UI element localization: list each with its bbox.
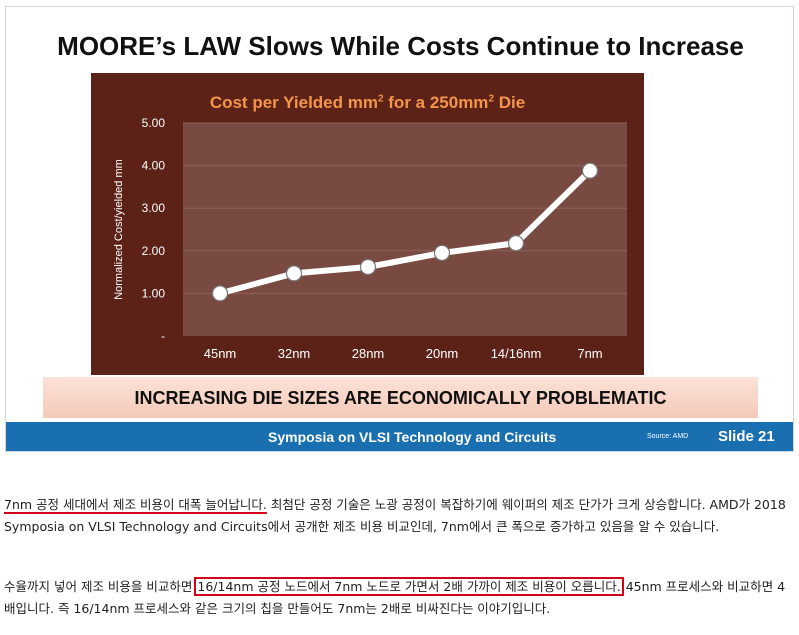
slide-footer: Symposia on VLSI Technology and Circuits…	[6, 422, 793, 451]
y-axis-label: Normalized Cost/yielded mm	[113, 159, 125, 300]
y-tick-label: 3.00	[142, 201, 166, 215]
plot-area	[183, 123, 627, 336]
article-paragraph-2: 수율까지 넣어 제조 비용을 비교하면 16/14nm 공정 노드에서 7nm …	[4, 576, 792, 620]
slide-title: MOORE’s LAW Slows While Costs Continue t…	[57, 31, 744, 61]
x-tick-label: 28nm	[352, 346, 385, 361]
y-tick-label: -	[161, 329, 165, 343]
data-point	[507, 235, 525, 252]
x-tick-label: 20nm	[426, 346, 459, 361]
slide-number: Slide 21	[718, 428, 775, 445]
data-point	[211, 285, 229, 302]
cost-line-chart: - 1.00 2.00 3.00 4.00 5.00 45nm 32nm 28nm 20nm 14/…	[113, 116, 627, 361]
banner-text: INCREASING DIE SIZES ARE ECONOMICALLY PR…	[134, 388, 667, 408]
y-tick-label: 1.00	[142, 286, 166, 300]
x-tick-label: 7nm	[577, 346, 602, 361]
data-point	[285, 265, 303, 282]
article-paragraph-1: 7nm 공정 세대에서 제조 비용이 대폭 늘어납니다. 최첨단 공정 기술은 …	[4, 494, 792, 538]
y-tick-label: 4.00	[142, 159, 166, 173]
presentation-slide: MOORE’s LAW Slows While Costs Continue t…	[5, 6, 794, 452]
paragraph-text: 45nm 프로세스와 비교하면 4배입니다. 즉 16/14nm 프로세스와 같…	[4, 579, 786, 616]
x-tick-label: 14/16nm	[491, 346, 542, 361]
source-note: Source: AMD	[647, 433, 689, 440]
y-tick-label: 2.00	[142, 244, 166, 258]
data-point	[433, 244, 451, 262]
series-line	[217, 167, 593, 297]
y-tick-label: 5.00	[142, 116, 166, 130]
x-tick-label: 32nm	[278, 346, 311, 361]
conclusion-banner: INCREASING DIE SIZES ARE ECONOMICALLY PR…	[43, 377, 758, 418]
conference-name: Symposia on VLSI Technology and Circuits	[268, 429, 557, 445]
highlighted-sentence: 7nm 공정 세대에서 제조 비용이 대폭 늘어납니다.	[4, 497, 267, 512]
paragraph-text: 수율까지 넣어 제조 비용을 비교하면	[4, 579, 197, 594]
cost-chart: - 1.00 2.00 3.00 4.00 5.00 45nm 32nm 28nm 20nm 14/…	[91, 73, 644, 375]
data-point	[359, 258, 377, 276]
data-point	[581, 162, 599, 179]
paragraph-text: 최첨단 공정 기술은 노광 공정이 복잡하기에 웨이퍼의 제조 단가가 크게 상…	[4, 497, 786, 534]
chart-title: Cost per Yielded mm2 for a 250mm2 Die	[209, 93, 526, 112]
x-tick-label: 45nm	[204, 346, 237, 361]
boxed-sentence: 16/14nm 공정 노드에서 7nm 노드로 가면서 2배 가까이 제조 비용…	[194, 577, 624, 596]
